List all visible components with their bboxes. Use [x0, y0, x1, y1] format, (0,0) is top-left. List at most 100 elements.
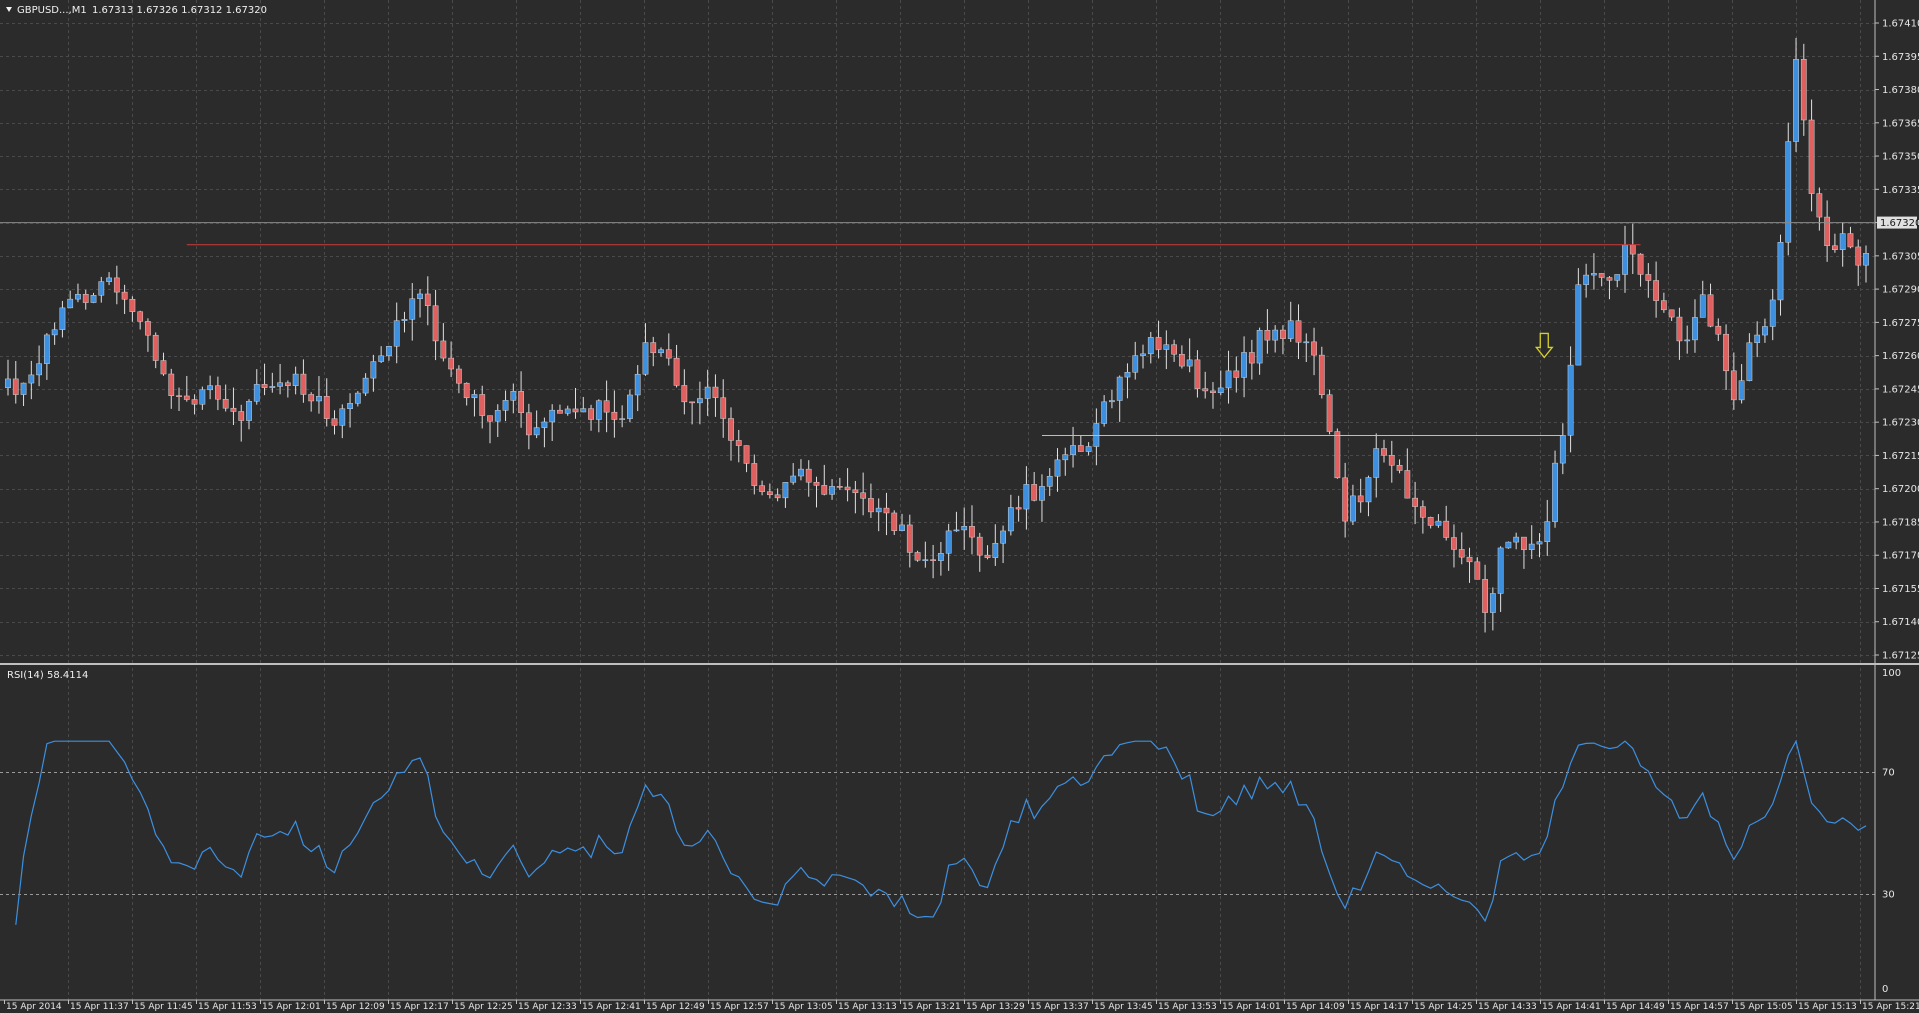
candle[interactable]: [1427, 516, 1434, 529]
candle[interactable]: [1147, 331, 1154, 364]
candle[interactable]: [1396, 459, 1403, 474]
candle[interactable]: [354, 391, 361, 407]
candle[interactable]: [1116, 375, 1123, 422]
candle[interactable]: [1412, 481, 1418, 525]
candle[interactable]: [1256, 327, 1263, 375]
candle[interactable]: [261, 363, 268, 396]
candle[interactable]: [1482, 564, 1488, 633]
candle[interactable]: [572, 387, 579, 419]
candle[interactable]: [1311, 327, 1317, 376]
caret-down-icon[interactable]: [6, 7, 12, 12]
candle[interactable]: [308, 392, 315, 412]
candle[interactable]: [860, 472, 867, 516]
candle[interactable]: [836, 477, 843, 490]
candle[interactable]: [510, 383, 517, 414]
candle[interactable]: [1171, 339, 1177, 362]
candle[interactable]: [1357, 478, 1364, 513]
candle[interactable]: [1505, 541, 1512, 549]
candle[interactable]: [1699, 280, 1706, 318]
candle[interactable]: [5, 359, 11, 396]
candle[interactable]: [145, 318, 151, 352]
candle[interactable]: [790, 463, 797, 485]
candle[interactable]: [362, 373, 369, 396]
candle[interactable]: [658, 347, 664, 357]
candle[interactable]: [253, 369, 260, 405]
candle[interactable]: [1715, 318, 1722, 342]
candle[interactable]: [1528, 525, 1535, 559]
candle[interactable]: [1536, 533, 1543, 558]
candle[interactable]: [1606, 276, 1613, 300]
candle[interactable]: [1210, 382, 1216, 409]
candle[interactable]: [751, 454, 758, 495]
candle[interactable]: [720, 379, 727, 438]
candle[interactable]: [106, 272, 112, 286]
candle[interactable]: [1202, 371, 1209, 399]
candle[interactable]: [1863, 245, 1869, 283]
candle[interactable]: [238, 404, 245, 442]
candle[interactable]: [1109, 389, 1115, 409]
candle[interactable]: [137, 310, 144, 330]
candle[interactable]: [230, 387, 237, 426]
candle[interactable]: [1598, 273, 1605, 287]
candle[interactable]: [1567, 346, 1574, 453]
candle[interactable]: [1847, 226, 1854, 249]
candle[interactable]: [611, 390, 618, 438]
candle[interactable]: [386, 345, 392, 361]
candle[interactable]: [1318, 346, 1325, 399]
candle[interactable]: [1824, 200, 1831, 262]
candle[interactable]: [269, 372, 276, 393]
candle[interactable]: [743, 445, 750, 473]
candle[interactable]: [976, 532, 983, 572]
candle[interactable]: [1583, 263, 1590, 298]
candle[interactable]: [160, 352, 167, 376]
candle[interactable]: [1443, 505, 1450, 541]
candle[interactable]: [1326, 389, 1333, 435]
candle[interactable]: [906, 514, 913, 568]
arrow-down-icon[interactable]: [1534, 332, 1554, 359]
candle[interactable]: [424, 276, 431, 326]
panel-separator[interactable]: [0, 663, 1919, 665]
candle[interactable]: [1723, 324, 1729, 391]
candle[interactable]: [728, 407, 734, 461]
candle[interactable]: [1124, 363, 1131, 399]
candle[interactable]: [829, 479, 835, 500]
candle[interactable]: [222, 384, 229, 412]
candle[interactable]: [487, 415, 493, 444]
candle[interactable]: [82, 289, 89, 310]
candle[interactable]: [331, 410, 338, 435]
candle[interactable]: [1816, 187, 1823, 231]
candle[interactable]: [284, 380, 291, 398]
candle[interactable]: [953, 511, 960, 532]
candle[interactable]: [1303, 333, 1310, 363]
candle[interactable]: [1544, 499, 1551, 556]
candle[interactable]: [1217, 370, 1224, 396]
candle[interactable]: [1660, 292, 1667, 313]
candle[interactable]: [1575, 268, 1582, 366]
candle[interactable]: [821, 464, 828, 496]
candle[interactable]: [67, 290, 74, 309]
candle[interactable]: [883, 492, 890, 536]
candle[interactable]: [1777, 234, 1784, 316]
candle[interactable]: [456, 365, 462, 394]
candle[interactable]: [129, 296, 136, 322]
candle[interactable]: [1132, 341, 1139, 380]
candle[interactable]: [12, 361, 19, 404]
candle[interactable]: [813, 476, 820, 508]
candle[interactable]: [43, 333, 50, 380]
candle[interactable]: [1645, 263, 1652, 298]
candle[interactable]: [627, 389, 633, 423]
candle[interactable]: [1692, 299, 1698, 353]
candle[interactable]: [199, 386, 206, 410]
candle[interactable]: [479, 385, 486, 429]
candle[interactable]: [891, 510, 898, 535]
candle[interactable]: [1769, 289, 1776, 341]
candle[interactable]: [1738, 364, 1745, 404]
candle[interactable]: [1793, 37, 1799, 152]
candle[interactable]: [673, 344, 680, 388]
candle[interactable]: [1272, 325, 1279, 353]
candle[interactable]: [735, 429, 742, 463]
candle[interactable]: [1800, 43, 1807, 136]
candle[interactable]: [1754, 321, 1761, 358]
candle[interactable]: [642, 323, 649, 376]
